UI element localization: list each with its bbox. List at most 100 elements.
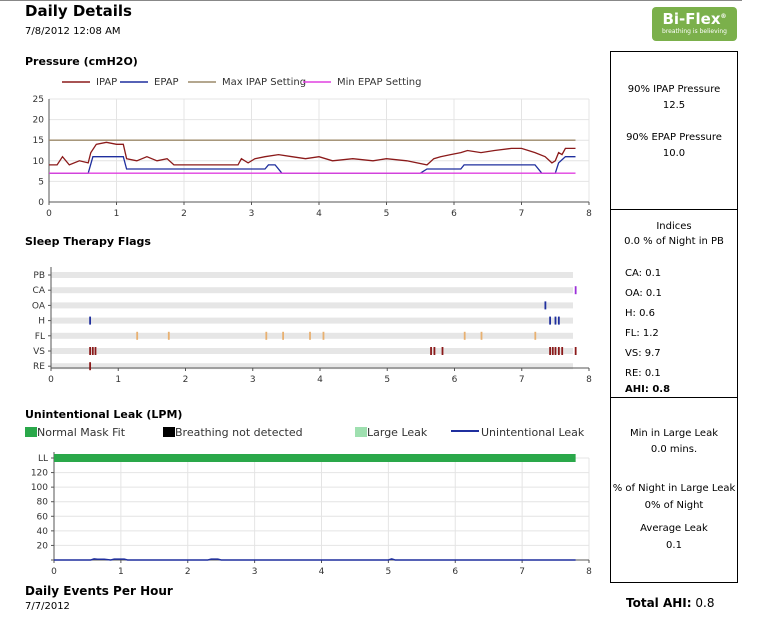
flag-mark-fl-1 <box>167 331 170 340</box>
pressure-line-ipap <box>49 141 576 166</box>
flag-mark-vs-6 <box>549 347 551 355</box>
pressure-xtick-5: 5 <box>384 209 390 219</box>
flags-xtick-6: 6 <box>452 375 458 385</box>
flags-xtick-0: 0 <box>48 375 54 385</box>
pressure-ytick-4: 20 <box>33 116 45 126</box>
indices-title: Indices <box>656 221 692 232</box>
pressure-ytick-2: 10 <box>33 157 45 167</box>
daily-events-title: Daily Events Per Hour <box>25 584 173 598</box>
ahi-value: 0.8 <box>652 384 671 395</box>
pressure-ytick-1: 5 <box>38 177 44 187</box>
flag-mark-fl-8 <box>534 331 537 340</box>
flag-mark-fl-7 <box>480 331 483 340</box>
leak-bar-normal-mask-fit <box>54 454 576 462</box>
leak-series <box>54 454 576 561</box>
index-row-re: RE: 0.1 <box>625 368 661 379</box>
leak-legend-swatch-normal-mask-fit <box>25 427 37 437</box>
flags-xtick-3: 3 <box>250 375 256 385</box>
flag-row-h <box>51 317 573 324</box>
leak-ytick-5: 100 <box>31 483 48 493</box>
logo-text: Bi-Flex <box>662 10 721 28</box>
pressure-xtick-2: 2 <box>181 209 187 219</box>
logo-trademark: ® <box>720 13 727 20</box>
top-rule <box>0 0 742 1</box>
logo-tagline: breathing is believing <box>662 28 727 35</box>
index-label: VS: <box>625 348 642 359</box>
flag-mark-fl-4 <box>309 331 311 340</box>
epap90-label: 90% EPAP Pressure <box>626 132 722 143</box>
pressure-series <box>49 139 576 174</box>
ipap90-value: 12.5 <box>662 100 686 111</box>
report-date: 7/8/2012 12:08 AM <box>25 26 121 37</box>
pressure-legend-label-epap: EPAP <box>154 77 179 88</box>
leak-xtick-2: 2 <box>185 567 191 577</box>
leak-legend-label-breathing-not-detected: Breathing not detected <box>175 426 303 439</box>
pressure-xtick-0: 0 <box>46 209 52 219</box>
flags-xtick-4: 4 <box>317 375 323 385</box>
pressure-summary: 90% IPAP Pressure 12.5 90% EPAP Pressure… <box>611 52 737 210</box>
pressure-xtick-6: 6 <box>451 209 457 219</box>
index-row-ca: CA: 0.1 <box>625 268 661 279</box>
leak-legend-swatch-large-leak <box>355 427 367 437</box>
flag-mark-vs-9 <box>557 347 560 355</box>
leak-xtick-4: 4 <box>319 567 325 577</box>
index-value: 0.6 <box>635 308 655 319</box>
leak-ytick-3: 60 <box>37 512 49 522</box>
total-ahi: Total AHI: 0.8 <box>626 596 714 610</box>
pressure-xtick-3: 3 <box>249 209 255 219</box>
flag-mark-vs-7 <box>551 347 554 355</box>
pressure-xtick-7: 7 <box>519 209 525 219</box>
leak-legend-label-normal-mask-fit: Normal Mask Fit <box>37 426 126 439</box>
pressure-axes: 0 5 10 15 20 25 0 1 2 3 4 5 6 7 8 <box>33 95 593 219</box>
flags-rows <box>51 272 573 370</box>
index-value: 1.2 <box>639 328 659 339</box>
flag-label-re: RE <box>33 362 45 372</box>
flags-xtick-7: 7 <box>519 375 525 385</box>
flag-mark-fl-0 <box>136 331 139 340</box>
leak-section-title: Unintentional Leak (LPM) <box>25 408 183 421</box>
pressure-xtick-1: 1 <box>114 209 120 219</box>
pb-percent: 0.0 % of Night in PB <box>624 236 724 247</box>
flag-label-vs: VS <box>33 347 45 357</box>
index-value: 0.1 <box>642 268 662 279</box>
leak-ytick-4: 80 <box>37 498 49 508</box>
flag-mark-oa-0 <box>544 301 547 310</box>
index-row-oa: OA: 0.1 <box>625 288 662 299</box>
indices-summary: Indices 0.0 % of Night in PB CA: 0.1 OA: … <box>611 210 737 398</box>
pct-large-leak-value: 0% of Night <box>644 500 704 511</box>
daily-events-date: 7/7/2012 <box>25 601 70 612</box>
min-large-leak-label: Min in Large Leak <box>630 428 718 439</box>
flag-mark-fl-5 <box>322 331 325 340</box>
leak-xtick-6: 6 <box>452 567 458 577</box>
ipap90-label: 90% IPAP Pressure <box>627 84 721 95</box>
leak-line-unintentional-leak <box>54 558 576 561</box>
epap90-value: 10.0 <box>662 148 686 159</box>
flag-mark-vs-10 <box>561 347 564 355</box>
flag-mark-vs-3 <box>430 347 432 355</box>
flags-marks <box>89 286 577 371</box>
flag-label-fl: FL <box>35 332 45 342</box>
leak-ytick-7: LL <box>38 454 48 464</box>
flag-mark-re-0 <box>89 362 92 371</box>
flag-row-oa <box>51 302 573 309</box>
ahi-row: AHI: 0.8 <box>625 384 670 395</box>
index-value: 0.1 <box>641 368 661 379</box>
pressure-section-title: Pressure (cmH2O) <box>25 55 138 68</box>
flag-label-pb: PB <box>33 271 45 281</box>
flag-row-fl <box>51 332 573 339</box>
flag-row-vs <box>51 348 573 354</box>
index-label: RE: <box>625 368 642 379</box>
biflex-logo: Bi-Flex® breathing is believing <box>652 7 737 41</box>
flag-mark-vs-8 <box>554 347 557 355</box>
flag-mark-vs-2 <box>94 347 97 355</box>
leak-xtick-7: 7 <box>519 567 525 577</box>
leak-legend-label-large-leak: Large Leak <box>367 426 428 439</box>
pressure-legend: IPAP EPAP Max IPAP Setting Min EPAP Setting <box>62 77 422 88</box>
flags-xtick-5: 5 <box>384 375 390 385</box>
flag-mark-vs-5 <box>441 347 444 355</box>
flag-label-h: H <box>38 317 45 327</box>
flags-section-title: Sleep Therapy Flags <box>25 235 151 248</box>
leak-legend-swatch-breathing-not-detected <box>163 427 175 437</box>
index-row-vs: VS: 9.7 <box>625 348 661 359</box>
pressure-xtick-4: 4 <box>316 209 322 219</box>
